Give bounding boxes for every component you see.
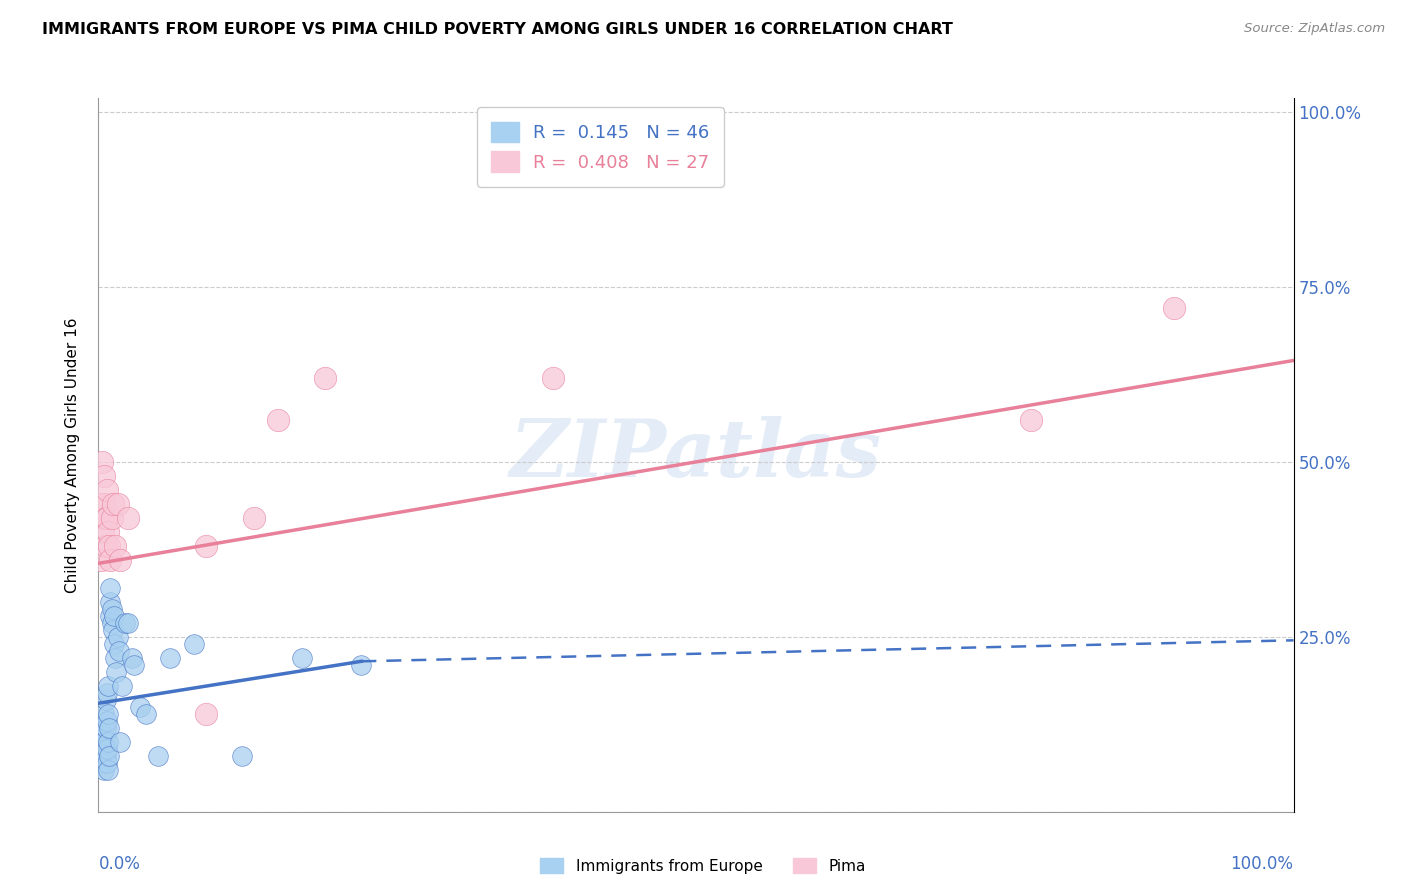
Point <box>108 553 131 567</box>
Point <box>183 637 205 651</box>
Point <box>100 511 122 525</box>
Point <box>94 511 117 525</box>
Point <box>1019 413 1042 427</box>
Point <box>101 623 124 637</box>
Point <box>96 756 118 770</box>
Point <box>91 511 114 525</box>
Point <box>94 693 117 707</box>
Text: IMMIGRANTS FROM EUROPE VS PIMA CHILD POVERTY AMONG GIRLS UNDER 16 CORRELATION CH: IMMIGRANTS FROM EUROPE VS PIMA CHILD POV… <box>42 22 953 37</box>
Point <box>103 608 125 623</box>
Point <box>98 595 122 609</box>
Point <box>108 735 131 749</box>
Point <box>1163 301 1185 315</box>
Point <box>291 650 314 665</box>
Point <box>91 741 114 756</box>
Point <box>90 721 112 735</box>
Point <box>315 371 337 385</box>
Point <box>96 511 118 525</box>
Point <box>97 524 120 539</box>
Point <box>97 735 120 749</box>
Point <box>100 615 122 630</box>
Point <box>98 608 122 623</box>
Point <box>100 602 122 616</box>
Point <box>98 553 122 567</box>
Point <box>98 539 121 553</box>
Point <box>350 657 373 672</box>
Text: 100.0%: 100.0% <box>1230 855 1294 872</box>
Point <box>91 497 114 511</box>
Point <box>104 650 127 665</box>
Point <box>96 686 118 700</box>
Point <box>91 728 114 742</box>
Point <box>97 763 120 777</box>
Point <box>97 706 120 721</box>
Y-axis label: Child Poverty Among Girls Under 16: Child Poverty Among Girls Under 16 <box>65 318 80 592</box>
Point <box>117 615 139 630</box>
Text: Source: ZipAtlas.com: Source: ZipAtlas.com <box>1244 22 1385 36</box>
Point <box>121 650 143 665</box>
Point <box>105 665 128 679</box>
Point <box>96 714 118 728</box>
Point <box>107 630 129 644</box>
Point <box>94 539 117 553</box>
Point <box>91 524 114 539</box>
Text: ZIPatlas: ZIPatlas <box>510 417 882 493</box>
Point <box>159 650 181 665</box>
Point <box>231 748 253 763</box>
Point <box>107 497 129 511</box>
Point <box>148 748 170 763</box>
Point <box>96 741 118 756</box>
Point <box>541 371 564 385</box>
Point <box>96 483 118 497</box>
Point <box>129 699 152 714</box>
Point <box>104 539 127 553</box>
Point <box>135 706 157 721</box>
Point <box>98 748 121 763</box>
Point <box>98 581 122 595</box>
Point <box>93 469 115 483</box>
Point <box>111 679 134 693</box>
Point <box>114 615 136 630</box>
Point <box>94 721 117 735</box>
Point <box>97 679 120 693</box>
Point <box>93 706 115 721</box>
Point <box>91 756 114 770</box>
Text: 0.0%: 0.0% <box>98 855 141 872</box>
Legend: Immigrants from Europe, Pima: Immigrants from Europe, Pima <box>534 852 872 880</box>
Point <box>107 644 129 658</box>
Point <box>101 497 124 511</box>
Point <box>94 748 117 763</box>
Point <box>243 511 266 525</box>
Point <box>267 413 290 427</box>
Point <box>195 706 218 721</box>
Point <box>90 553 112 567</box>
Point <box>103 637 125 651</box>
Point <box>91 455 114 469</box>
Point <box>93 497 115 511</box>
Point <box>93 735 115 749</box>
Point <box>195 539 218 553</box>
Point <box>124 657 146 672</box>
Legend: R =  0.145   N = 46, R =  0.408   N = 27: R = 0.145 N = 46, R = 0.408 N = 27 <box>477 107 724 186</box>
Point <box>117 511 139 525</box>
Point <box>98 721 121 735</box>
Point <box>93 763 115 777</box>
